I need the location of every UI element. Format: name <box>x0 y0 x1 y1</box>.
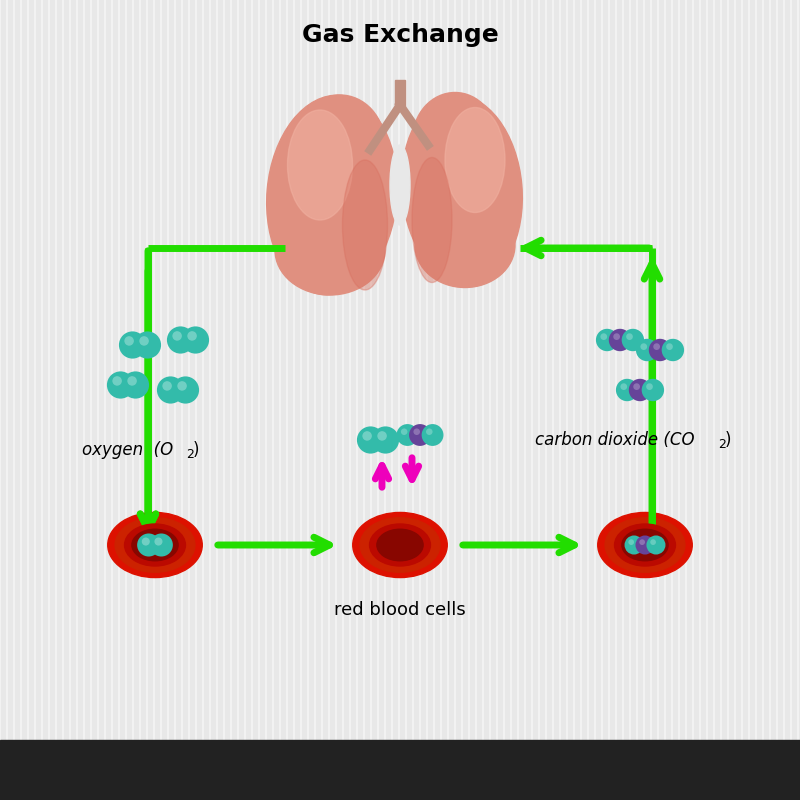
Ellipse shape <box>402 95 522 285</box>
Circle shape <box>426 429 433 435</box>
Circle shape <box>642 379 664 402</box>
Text: red blood cells: red blood cells <box>334 601 466 619</box>
Circle shape <box>182 326 209 354</box>
Text: 2: 2 <box>718 438 726 451</box>
Circle shape <box>187 331 197 341</box>
Circle shape <box>137 534 160 557</box>
Circle shape <box>357 426 384 454</box>
Ellipse shape <box>115 518 195 572</box>
Circle shape <box>378 431 387 441</box>
Ellipse shape <box>132 530 178 561</box>
Circle shape <box>600 334 607 340</box>
Ellipse shape <box>287 110 353 220</box>
Ellipse shape <box>614 524 675 566</box>
Circle shape <box>372 426 399 454</box>
Circle shape <box>596 329 618 351</box>
Ellipse shape <box>415 202 515 287</box>
Circle shape <box>401 429 407 435</box>
Ellipse shape <box>342 160 387 290</box>
Circle shape <box>646 383 653 390</box>
Text: ): ) <box>725 431 731 449</box>
Circle shape <box>124 336 134 346</box>
Circle shape <box>625 535 643 554</box>
Ellipse shape <box>360 518 440 572</box>
Ellipse shape <box>370 524 430 566</box>
Ellipse shape <box>108 513 202 578</box>
Ellipse shape <box>605 518 685 572</box>
Circle shape <box>107 371 134 398</box>
Circle shape <box>640 343 647 350</box>
Ellipse shape <box>390 145 410 225</box>
Circle shape <box>616 379 638 402</box>
Ellipse shape <box>295 95 385 195</box>
Circle shape <box>127 376 137 386</box>
Circle shape <box>622 329 644 351</box>
Circle shape <box>646 535 666 554</box>
Circle shape <box>422 424 443 446</box>
Circle shape <box>397 424 418 446</box>
Text: ): ) <box>193 441 199 459</box>
Ellipse shape <box>377 530 423 561</box>
Circle shape <box>134 331 161 358</box>
Circle shape <box>172 331 182 341</box>
Circle shape <box>666 343 673 350</box>
Circle shape <box>172 376 199 403</box>
Ellipse shape <box>266 95 398 294</box>
Bar <box>0 740 800 800</box>
Circle shape <box>609 329 631 351</box>
Circle shape <box>654 343 660 350</box>
Ellipse shape <box>622 530 668 561</box>
Circle shape <box>628 539 634 545</box>
Circle shape <box>178 381 187 390</box>
Ellipse shape <box>413 93 498 187</box>
Circle shape <box>142 538 150 546</box>
Circle shape <box>621 383 627 390</box>
Ellipse shape <box>275 205 385 295</box>
Circle shape <box>157 376 184 403</box>
FancyBboxPatch shape <box>395 80 405 110</box>
Circle shape <box>414 429 420 435</box>
Ellipse shape <box>445 107 505 213</box>
Circle shape <box>650 539 656 545</box>
Circle shape <box>649 339 671 362</box>
Circle shape <box>409 424 431 446</box>
Circle shape <box>636 339 658 362</box>
Circle shape <box>634 383 640 390</box>
Circle shape <box>112 376 122 386</box>
Circle shape <box>639 539 645 545</box>
Circle shape <box>162 381 172 390</box>
Text: oxygen  (O: oxygen (O <box>82 441 174 459</box>
Circle shape <box>167 326 194 354</box>
Ellipse shape <box>353 513 447 578</box>
Ellipse shape <box>598 513 692 578</box>
Text: 2: 2 <box>186 449 194 462</box>
Circle shape <box>626 334 633 340</box>
Circle shape <box>154 538 162 546</box>
Circle shape <box>362 431 372 441</box>
Ellipse shape <box>412 158 452 282</box>
Circle shape <box>629 379 651 402</box>
Circle shape <box>662 339 684 362</box>
Ellipse shape <box>125 524 186 566</box>
Circle shape <box>122 371 149 398</box>
Circle shape <box>139 336 149 346</box>
Text: carbon dioxide (CO: carbon dioxide (CO <box>535 431 694 449</box>
Circle shape <box>119 331 146 358</box>
Circle shape <box>635 535 654 554</box>
Circle shape <box>614 334 620 340</box>
Text: Gas Exchange: Gas Exchange <box>302 23 498 47</box>
Circle shape <box>150 534 173 557</box>
